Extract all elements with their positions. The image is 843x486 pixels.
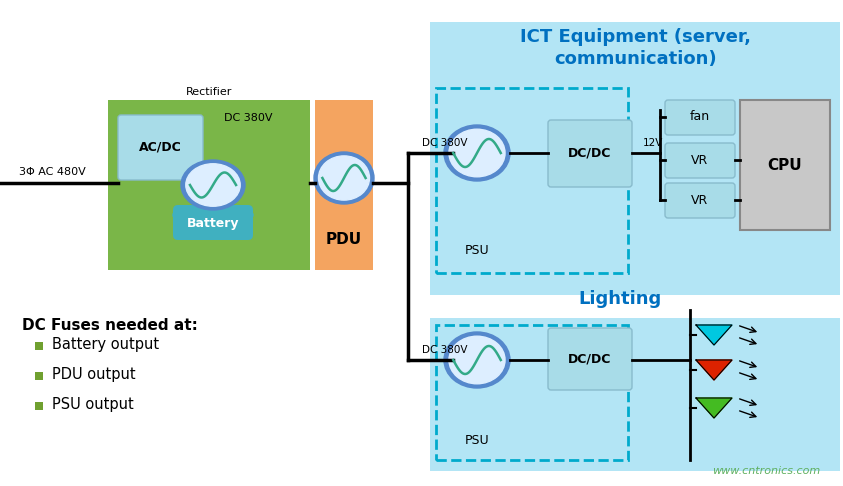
- Ellipse shape: [319, 156, 369, 200]
- Text: PSU: PSU: [464, 434, 489, 447]
- Text: Rectifier: Rectifier: [185, 87, 232, 97]
- Text: PSU: PSU: [464, 243, 489, 257]
- Ellipse shape: [444, 125, 510, 181]
- Text: AC/DC: AC/DC: [138, 140, 181, 154]
- Text: DC 380V: DC 380V: [422, 345, 468, 355]
- Polygon shape: [696, 360, 732, 380]
- Text: ICT Equipment (server,: ICT Equipment (server,: [520, 28, 751, 46]
- Text: Battery output: Battery output: [52, 336, 159, 351]
- FancyBboxPatch shape: [118, 115, 203, 180]
- Text: 12V: 12V: [643, 138, 663, 148]
- Text: VR: VR: [691, 154, 709, 167]
- Ellipse shape: [314, 152, 374, 204]
- Ellipse shape: [444, 332, 510, 388]
- Text: VR: VR: [691, 193, 709, 207]
- FancyBboxPatch shape: [548, 328, 632, 390]
- Polygon shape: [696, 325, 732, 345]
- Ellipse shape: [185, 164, 240, 206]
- Text: www.cntronics.com: www.cntronics.com: [711, 466, 820, 476]
- Text: DC 380V: DC 380V: [223, 113, 272, 123]
- Text: PDU output: PDU output: [52, 366, 136, 382]
- Text: communication): communication): [555, 50, 717, 68]
- FancyBboxPatch shape: [35, 372, 43, 380]
- FancyBboxPatch shape: [108, 100, 310, 270]
- Text: fan: fan: [690, 110, 710, 123]
- FancyBboxPatch shape: [315, 100, 373, 270]
- FancyBboxPatch shape: [665, 183, 735, 218]
- Text: DC Fuses needed at:: DC Fuses needed at:: [22, 318, 198, 333]
- Text: DC/DC: DC/DC: [568, 352, 612, 365]
- FancyBboxPatch shape: [35, 342, 43, 350]
- Text: PSU output: PSU output: [52, 397, 134, 412]
- FancyBboxPatch shape: [173, 205, 253, 240]
- Ellipse shape: [449, 336, 505, 384]
- Ellipse shape: [449, 129, 505, 177]
- Ellipse shape: [173, 204, 253, 226]
- Text: 3Φ AC 480V: 3Φ AC 480V: [19, 167, 85, 177]
- FancyBboxPatch shape: [740, 100, 830, 230]
- FancyBboxPatch shape: [665, 143, 735, 178]
- FancyBboxPatch shape: [548, 120, 632, 187]
- Text: DC 380V: DC 380V: [422, 138, 468, 148]
- Text: PDU: PDU: [326, 232, 362, 247]
- Polygon shape: [696, 398, 732, 418]
- FancyBboxPatch shape: [430, 318, 840, 471]
- Text: Lighting: Lighting: [578, 290, 662, 308]
- Text: DC/DC: DC/DC: [568, 146, 612, 159]
- FancyBboxPatch shape: [665, 100, 735, 135]
- FancyBboxPatch shape: [35, 402, 43, 410]
- FancyBboxPatch shape: [430, 22, 840, 295]
- Text: Battery: Battery: [187, 216, 239, 229]
- Ellipse shape: [181, 160, 245, 210]
- Text: CPU: CPU: [768, 157, 803, 173]
